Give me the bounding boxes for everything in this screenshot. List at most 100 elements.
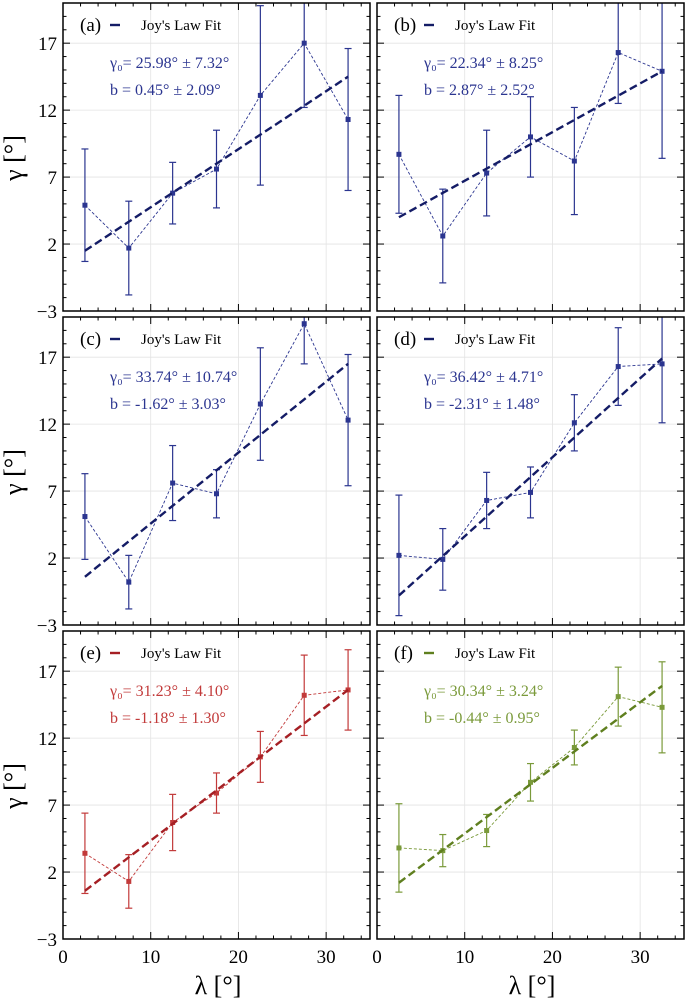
- annotation-gamma0: γ₀= 22.34° ± 8.25°: [423, 55, 543, 72]
- data-point: [126, 245, 132, 251]
- x-tick-label: 10: [141, 947, 160, 968]
- annotation-gamma0: γ₀= 30.34° ± 3.24°: [423, 683, 543, 700]
- data-point: [571, 420, 577, 426]
- data-point: [615, 364, 621, 370]
- data-point: [170, 190, 176, 196]
- panel-frame: [376, 630, 685, 940]
- data-point: [82, 202, 88, 208]
- legend-label: Joy's Law Fit: [455, 646, 536, 662]
- annotation-b: b = 0.45° ± 2.09°: [110, 82, 221, 99]
- y-tick-label: 2: [48, 549, 58, 570]
- data-point: [82, 514, 88, 520]
- x-tick-label: 30: [631, 947, 650, 968]
- data-point: [528, 134, 533, 140]
- annotation-b: b = -0.44° ± 0.95°: [424, 710, 540, 727]
- data-point: [82, 850, 88, 856]
- panel-label: (d): [394, 329, 416, 350]
- y-tick-label: 7: [48, 482, 58, 503]
- data-point: [396, 151, 402, 157]
- panel-5: −3 2 7 12 17 0 10 20 30 (e) Joy's Law Fit γ₀= 31.23…: [37, 630, 371, 968]
- annotation-gamma0: γ₀= 36.42° ± 4.71°: [423, 369, 543, 386]
- fit-line: [84, 688, 349, 892]
- data-point: [214, 491, 219, 497]
- y-tick-label: 7: [48, 168, 58, 189]
- panel-frame: [62, 2, 371, 312]
- panel-label: (c): [80, 329, 101, 350]
- data-point: [257, 92, 263, 98]
- y-tick-label: −3: [37, 616, 57, 637]
- annotation-b: b = -2.31° ± 1.48°: [424, 396, 540, 413]
- y-tick-label: 2: [48, 863, 58, 884]
- ylabel-row-1: γ [°]: [0, 135, 28, 182]
- legend-label: Joy's Law Fit: [141, 332, 222, 348]
- y-tick-label: 2: [48, 235, 58, 256]
- panel-label: (a): [80, 15, 101, 36]
- panels: −3 2 7 12 17 (a) Joy's Law Fit γ₀= 25.98° ± 7.3…: [37, 2, 685, 968]
- x-axis-labels: λ [°] λ [°]: [195, 971, 556, 1000]
- data-point: [659, 361, 665, 367]
- legend-label: Joy's Law Fit: [455, 18, 536, 34]
- y-tick-label: 12: [38, 101, 57, 122]
- data-point: [170, 480, 176, 486]
- fit-line: [84, 362, 349, 578]
- data-point: [301, 692, 307, 698]
- ylabel-row-2: γ [°]: [0, 449, 28, 496]
- data-point: [571, 158, 577, 164]
- y-tick-label: 17: [38, 34, 57, 55]
- panel-frame: [62, 630, 371, 940]
- data-point: [528, 779, 533, 785]
- y-tick-label: −3: [37, 930, 57, 951]
- panel-frame: [376, 2, 685, 312]
- x-tick-label: 10: [455, 947, 474, 968]
- y-tick-label: 12: [38, 415, 57, 436]
- data-point: [345, 417, 351, 423]
- legend-label: Joy's Law Fit: [141, 18, 222, 34]
- panel-2: (b) Joy's Law Fit γ₀= 22.34° ± 8.25° b = 2.…: [376, 2, 685, 312]
- data-point: [528, 489, 533, 495]
- panel-label: (f): [394, 643, 413, 664]
- y-axis-labels: γ [°] γ [°] γ [°]: [0, 135, 28, 810]
- panel-4: (d) Joy's Law Fit γ₀= 36.42° ± 4.71° b = -2…: [376, 316, 685, 626]
- panel-frame: [376, 316, 685, 626]
- annotation-b: b = -1.62° ± 3.03°: [110, 396, 226, 413]
- panel-3: −3 2 7 12 17 (c) Joy's Law Fit γ₀= 33.74° ± 10.…: [37, 316, 371, 637]
- panel-label: (e): [80, 643, 101, 664]
- x-tick-label: 0: [58, 947, 68, 968]
- data-point: [301, 321, 307, 327]
- data-point: [484, 170, 490, 176]
- annotation-b: b = 2.87° ± 2.52°: [424, 82, 535, 99]
- x-tick-label: 30: [317, 947, 336, 968]
- data-point: [126, 878, 132, 884]
- y-tick-label: 12: [38, 729, 57, 750]
- annotation-gamma0: γ₀= 25.98° ± 7.32°: [109, 55, 229, 72]
- ylabel-row-3: γ [°]: [0, 763, 28, 810]
- data-point: [484, 828, 490, 834]
- xlabel-col-1: λ [°]: [195, 971, 242, 1000]
- y-tick-label: −3: [37, 302, 57, 323]
- data-point: [615, 694, 621, 700]
- legend-label: Joy's Law Fit: [455, 332, 536, 348]
- data-point: [345, 117, 351, 123]
- data-point: [571, 745, 577, 751]
- x-tick-label: 20: [543, 947, 562, 968]
- data-point: [214, 166, 219, 172]
- data-point: [396, 552, 402, 558]
- data-point: [659, 704, 665, 710]
- data-point: [440, 556, 446, 562]
- data-point: [484, 497, 490, 503]
- data-point: [615, 50, 621, 56]
- annotation-gamma0: γ₀= 31.23° ± 4.10°: [109, 683, 229, 700]
- panel-1: −3 2 7 12 17 (a) Joy's Law Fit γ₀= 25.98° ± 7.3…: [37, 2, 371, 323]
- y-tick-label: 17: [38, 662, 57, 683]
- data-point: [301, 40, 307, 46]
- annotation-b: b = -1.18° ± 1.30°: [110, 710, 226, 727]
- y-tick-label: 7: [48, 796, 58, 817]
- data-point: [257, 401, 263, 407]
- panel-label: (b): [394, 15, 416, 36]
- panel-frame: [62, 316, 371, 626]
- fit-line: [398, 357, 663, 597]
- data-point: [126, 579, 132, 585]
- legend-label: Joy's Law Fit: [141, 646, 222, 662]
- xlabel-col-2: λ [°]: [509, 971, 556, 1000]
